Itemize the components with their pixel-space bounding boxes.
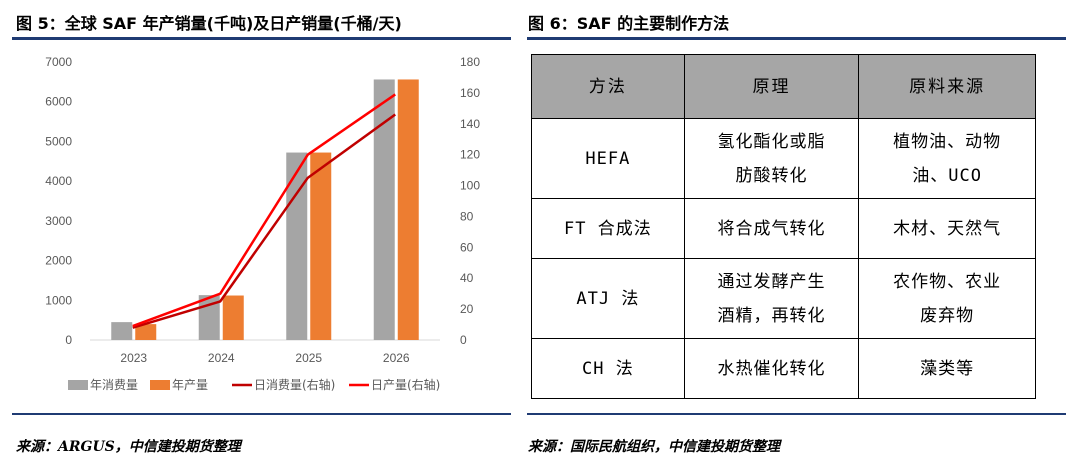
cell-line: 植物油、动物 xyxy=(893,131,1002,152)
header-method: 方法 xyxy=(531,54,685,119)
bar-production xyxy=(310,152,332,340)
y-tick-label: 3000 xyxy=(45,214,72,228)
cell-line: 木材、天然气 xyxy=(893,218,1002,239)
header-principle: 原理 xyxy=(683,54,860,119)
legend-label: 年消费量 xyxy=(90,378,138,392)
cell-method: ATJ 法 xyxy=(531,258,685,339)
cell-feedstock: 植物油、动物 油、UCO xyxy=(858,118,1036,199)
cell-line: 农作物、农业 xyxy=(893,271,1002,292)
table-row: HEFA 氢化酯化或脂 肪酸转化 植物油、动物 油、UCO xyxy=(531,118,1036,199)
bar-consumption xyxy=(286,152,308,340)
legend-swatch xyxy=(68,380,88,390)
y2-tick-label: 40 xyxy=(460,271,474,285)
cell-feedstock: 藻类等 xyxy=(858,338,1036,399)
right-figure-title: 图 6：SAF 的主要制作方法 xyxy=(528,14,730,33)
cell-line: 油、UCO xyxy=(912,165,983,186)
cell-line: 藻类等 xyxy=(920,358,975,379)
header-feedstock: 原料来源 xyxy=(858,54,1036,119)
cell-line: CH 法 xyxy=(582,358,634,379)
cell-line: 废弃物 xyxy=(920,305,975,326)
left-footer-rule xyxy=(12,413,511,415)
legend-label: 日产量(右轴) xyxy=(371,377,440,392)
bar-consumption xyxy=(111,322,133,340)
y2-tick-label: 20 xyxy=(460,302,474,316)
right-title-rule xyxy=(527,37,1066,40)
cell-line: 通过发酵产生 xyxy=(717,271,826,292)
bar-production xyxy=(397,79,419,340)
cell-line: 肪酸转化 xyxy=(735,165,808,186)
line-daily-consumption xyxy=(132,113,396,329)
legend-label: 日消费量(右轴) xyxy=(254,377,335,392)
cell-line: 氢化酯化或脂 xyxy=(717,131,826,152)
y-tick-label: 7000 xyxy=(45,55,72,69)
y2-tick-label: 120 xyxy=(460,148,480,162)
cell-principle: 将合成气转化 xyxy=(683,198,860,259)
bar-production xyxy=(222,295,244,340)
sales-chart: 0 1000 2000 3000 4000 5000 6000 7000 0 20 40 60 80 10… xyxy=(45,55,480,392)
cell-feedstock: 木材、天然气 xyxy=(858,198,1036,259)
table-row: CH 法 水热催化转化 藻类等 xyxy=(531,338,1036,399)
cell-feedstock: 农作物、农业 废弃物 xyxy=(858,258,1036,339)
y2-tick-label: 0 xyxy=(460,333,467,347)
x-tick-label: 2023 xyxy=(120,351,147,365)
cell-principle: 通过发酵产生 酒精，再转化 xyxy=(683,258,860,339)
left-figure-title: 图 5：全球 SAF 年产销量(千吨)及日产销量(千桶/天) xyxy=(16,14,402,33)
y2-tick-label: 160 xyxy=(460,86,480,100)
table-row: FT 合成法 将合成气转化 木材、天然气 xyxy=(531,198,1036,259)
methods-table: 方法 原理 原料来源 HEFA 氢化酯化或脂 肪酸转化 植物油、动物 油、UCO FT 合… xyxy=(531,54,1036,399)
cell-principle: 水热催化转化 xyxy=(683,338,860,399)
left-title-rule xyxy=(12,37,511,40)
cell-line: ATJ 法 xyxy=(576,288,640,309)
table-row: ATJ 法通过发酵产生 酒精，再转化 农作物、农业 废弃物 xyxy=(531,258,1036,339)
bar-production xyxy=(135,324,157,340)
left-figure-source: 来源：ARGUS，中信建投期货整理 xyxy=(16,439,241,455)
y-tick-label: 5000 xyxy=(45,134,72,148)
right-figure-source: 来源：国际民航组织，中信建投期货整理 xyxy=(528,439,780,455)
x-tick-label: 2024 xyxy=(208,351,235,365)
cell-line: HEFA xyxy=(585,148,631,169)
y2-tick-label: 80 xyxy=(460,209,474,223)
y-tick-label: 0 xyxy=(65,333,72,347)
y-tick-label: 2000 xyxy=(45,254,72,268)
table-header-row: 方法 原理 原料来源 xyxy=(531,54,1036,119)
cell-method: CH 法 xyxy=(531,338,685,399)
legend-label: 年产量 xyxy=(172,378,208,392)
y2-tick-label: 140 xyxy=(460,117,480,131)
y2-tick-label: 100 xyxy=(460,179,480,193)
line-daily-production xyxy=(132,93,396,328)
bar-consumption xyxy=(373,79,395,340)
y-tick-label: 1000 xyxy=(45,293,72,307)
cell-line: 将合成气转化 xyxy=(717,218,826,239)
cell-line: 水热催化转化 xyxy=(717,358,826,379)
cell-line: FT 合成法 xyxy=(564,218,652,239)
right-footer-rule xyxy=(527,413,1066,415)
x-tick-label: 2026 xyxy=(383,351,410,365)
y-tick-label: 6000 xyxy=(45,95,72,109)
y-tick-label: 4000 xyxy=(45,174,72,188)
x-tick-label: 2025 xyxy=(295,351,322,365)
cell-line: 酒精，再转化 xyxy=(717,305,826,326)
cell-method: FT 合成法 xyxy=(531,198,685,259)
cell-method: HEFA xyxy=(531,118,685,199)
legend-swatch xyxy=(150,380,170,390)
y2-tick-label: 60 xyxy=(460,240,474,254)
y2-tick-label: 180 xyxy=(460,55,480,69)
cell-principle: 氢化酯化或脂 肪酸转化 xyxy=(683,118,860,199)
